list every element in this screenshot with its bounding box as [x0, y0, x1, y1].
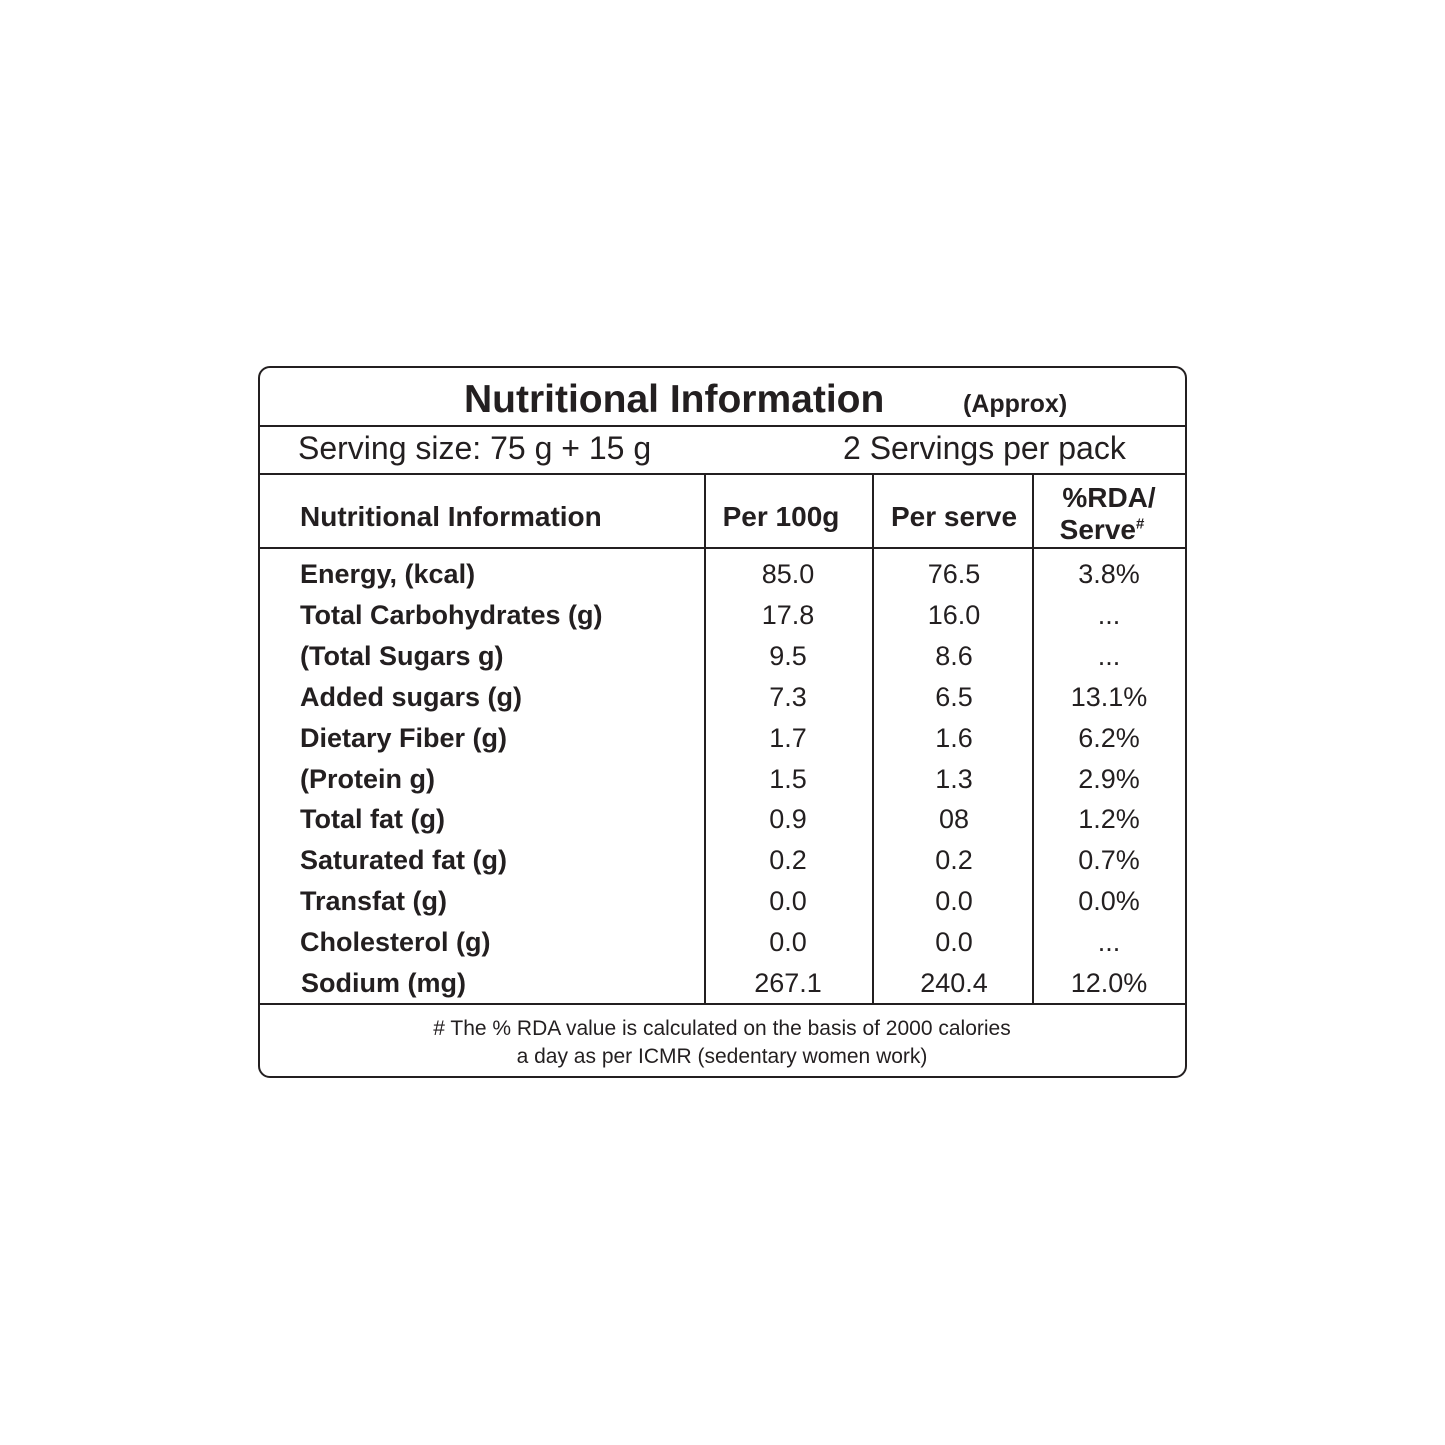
serving-size: Serving size: 75 g + 15 g — [298, 430, 652, 466]
title-note: (Approx) — [963, 390, 1068, 418]
nutrient-value: 1.5 — [769, 763, 807, 794]
title: Nutritional Information — [464, 378, 885, 421]
nutrient-value: 9.5 — [769, 640, 807, 671]
nutrient-value: 0.7% — [1078, 845, 1140, 876]
column-header: Per serve — [890, 501, 1018, 532]
nutrient-value: 08 — [938, 804, 970, 835]
nutrient-name: Cholesterol (g) — [300, 927, 491, 958]
nutrient-value: 1.2% — [1078, 804, 1140, 835]
footnote-mark: # — [1135, 515, 1145, 533]
column-divider — [1032, 475, 1034, 1005]
nutrient-name: Total fat (g) — [300, 804, 445, 835]
nutrient-name: Dietary Fiber (g) — [300, 722, 508, 753]
nutrient-name: (Protein g) — [300, 763, 435, 794]
nutrient-value: 6.2% — [1078, 722, 1140, 753]
nutrient-value: 0.2 — [935, 845, 973, 876]
divider — [260, 1003, 1185, 1005]
nutrient-value: 76.5 — [927, 559, 981, 589]
divider — [260, 473, 1185, 475]
column-divider — [704, 475, 706, 1005]
nutrient-name: Total Carbohydrates (g) — [300, 599, 603, 630]
nutrient-value: 12.0% — [1070, 968, 1148, 998]
nutrient-value: 240.4 — [920, 968, 988, 998]
column-header-line: Serve — [1059, 514, 1136, 545]
nutrient-value: 0.0% — [1078, 886, 1140, 917]
nutrient-value: 0.0 — [935, 886, 973, 917]
nutrient-value: 0.0 — [769, 886, 807, 917]
nutrient-value: 1.6 — [935, 722, 973, 753]
footnote: a day as per ICMR (sedentary women work) — [516, 1045, 928, 1068]
nutrient-value: 13.1% — [1070, 681, 1148, 712]
nutrient-value: ... — [1097, 599, 1121, 630]
nutrient-value: 7.3 — [769, 681, 807, 712]
column-divider — [872, 475, 874, 1005]
nutrient-value: ... — [1097, 640, 1121, 671]
nutrient-value: 2.9% — [1078, 763, 1140, 794]
nutrient-value: 6.5 — [935, 681, 973, 712]
column-header: Per 100g — [722, 501, 840, 532]
nutrient-value: 0.0 — [769, 927, 807, 958]
nutrient-value: 267.1 — [754, 968, 822, 998]
nutrient-value: 0.9 — [769, 804, 807, 835]
servings-per-pack: 2 Servings per pack — [843, 430, 1126, 466]
column-header: %RDA/ — [1062, 482, 1156, 513]
nutrient-name: Energy, (kcal) — [300, 559, 476, 589]
nutrient-name: Saturated fat (g) — [300, 845, 508, 876]
nutrient-value: 1.7 — [769, 722, 807, 753]
nutrient-value: 16.0 — [927, 599, 981, 630]
divider — [260, 425, 1185, 427]
footnote: # The % RDA value is calculated on the b… — [433, 1017, 1011, 1040]
nutrient-value: 8.6 — [935, 640, 973, 671]
nutrition-panel: Nutritional Information (Approx) Serving… — [258, 366, 1187, 1078]
nutrient-name: (Total Sugars g) — [300, 640, 504, 671]
nutrient-value: 0.2 — [769, 845, 807, 876]
nutrient-value: 3.8% — [1078, 559, 1140, 589]
nutrient-value: 0.0 — [935, 927, 973, 958]
column-header: Serve# — [1060, 516, 1145, 544]
nutrient-value: 85.0 — [761, 559, 815, 589]
nutrient-value: 17.8 — [761, 599, 815, 630]
column-header: Nutritional Information — [300, 501, 602, 532]
divider — [260, 547, 1185, 549]
nutrient-value: ... — [1097, 927, 1121, 958]
nutrient-name: Transfat (g) — [300, 886, 448, 917]
nutrient-name: Added sugars (g) — [300, 681, 523, 712]
nutrient-value: 1.3 — [935, 763, 973, 794]
nutrient-name: Sodium (mg) — [301, 968, 466, 998]
